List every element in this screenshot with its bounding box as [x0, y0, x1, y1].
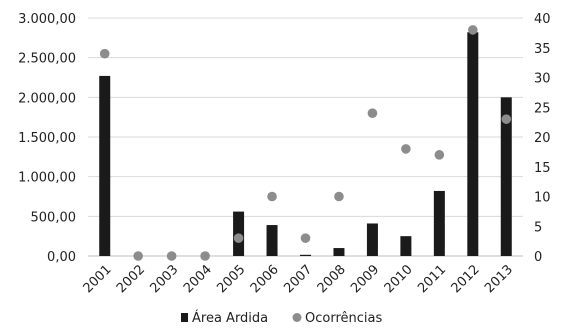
- right-axis-tick-label: 0: [534, 250, 542, 265]
- bar-2009: [366, 223, 378, 256]
- x-axis-tick-label: 2001: [81, 262, 115, 296]
- point-2003: [166, 251, 177, 261]
- legend-label-area-ardida: Área Ardida: [192, 310, 268, 326]
- bar-2010: [400, 236, 412, 256]
- x-axis-tick-label: 2007: [281, 262, 315, 296]
- left-axis-tick-label: 2.500,00: [18, 52, 76, 67]
- x-axis-tick-label: 2008: [315, 262, 349, 296]
- point-2005: [233, 233, 244, 243]
- right-axis-tick-label: 5: [534, 220, 542, 235]
- left-axis-tick-label: 500,00: [31, 210, 77, 225]
- right-axis-tick-label: 10: [534, 191, 551, 206]
- bar-2001: [99, 75, 111, 256]
- left-axis-ticks: 0,00 500,00 1.000,00 1.500,00 2.000,00 2.500,…: [18, 12, 76, 265]
- left-axis-tick-label: 3.000,00: [18, 12, 76, 27]
- x-axis-tick-label: 2009: [348, 262, 382, 296]
- right-axis-tick-label: 40: [534, 12, 551, 27]
- right-axis-tick-label: 30: [534, 72, 551, 87]
- right-axis-tick-label: 20: [534, 131, 551, 146]
- point-2001: [99, 48, 110, 59]
- legend-swatch-area-ardida: [181, 313, 188, 322]
- legend-label-ocorrencias: Ocorrências: [305, 311, 382, 326]
- bar-series: [99, 32, 512, 256]
- left-axis-tick-label: 1.500,00: [18, 131, 76, 146]
- bar-2013: [500, 97, 512, 256]
- x-axis-tick-label: 2011: [415, 262, 449, 296]
- point-2010: [401, 144, 411, 154]
- legend: Área Ardida Ocorrências: [181, 310, 382, 326]
- point-2012: [468, 25, 478, 35]
- point-2009: [367, 108, 378, 118]
- x-axis-ticks: 2001 2002 2003 2004 2005 2006 2007 2008 2009 2010…: [81, 262, 517, 296]
- legend-swatch-ocorrencias: [292, 313, 302, 322]
- bar-2011: [433, 190, 445, 256]
- left-axis-tick-label: 2.000,00: [18, 91, 76, 106]
- bar-2007: [300, 254, 311, 256]
- left-axis-tick-label: 0,00: [47, 250, 76, 265]
- point-2006: [267, 191, 277, 202]
- x-axis-tick-label: 2003: [147, 262, 181, 296]
- x-axis-tick-label: 2006: [248, 262, 282, 296]
- right-axis-ticks: 0 5 10 15 20 25 30 35 40: [534, 12, 551, 265]
- scatter-series: [99, 25, 512, 261]
- point-2002: [133, 251, 143, 261]
- point-2013: [501, 114, 512, 124]
- x-axis-tick-label: 2010: [382, 262, 416, 296]
- x-axis-tick-label: 2012: [449, 262, 483, 296]
- point-2004: [200, 251, 210, 261]
- bar-2008: [333, 248, 345, 256]
- bar-2006: [266, 225, 278, 256]
- right-axis-tick-label: 15: [534, 161, 551, 176]
- bar-2012: [467, 32, 479, 256]
- x-axis-tick-label: 2005: [214, 262, 248, 296]
- point-2011: [434, 150, 445, 160]
- point-2007: [300, 233, 311, 243]
- gridlines: [88, 17, 523, 257]
- point-2008: [334, 191, 344, 202]
- right-axis-tick-label: 25: [534, 101, 551, 116]
- x-axis-tick-label: 2002: [114, 262, 148, 296]
- x-axis-tick-label: 2013: [482, 262, 516, 296]
- right-axis-tick-label: 35: [534, 42, 551, 57]
- left-axis-tick-label: 1.000,00: [18, 171, 76, 186]
- x-axis-tick-label: 2004: [181, 262, 215, 296]
